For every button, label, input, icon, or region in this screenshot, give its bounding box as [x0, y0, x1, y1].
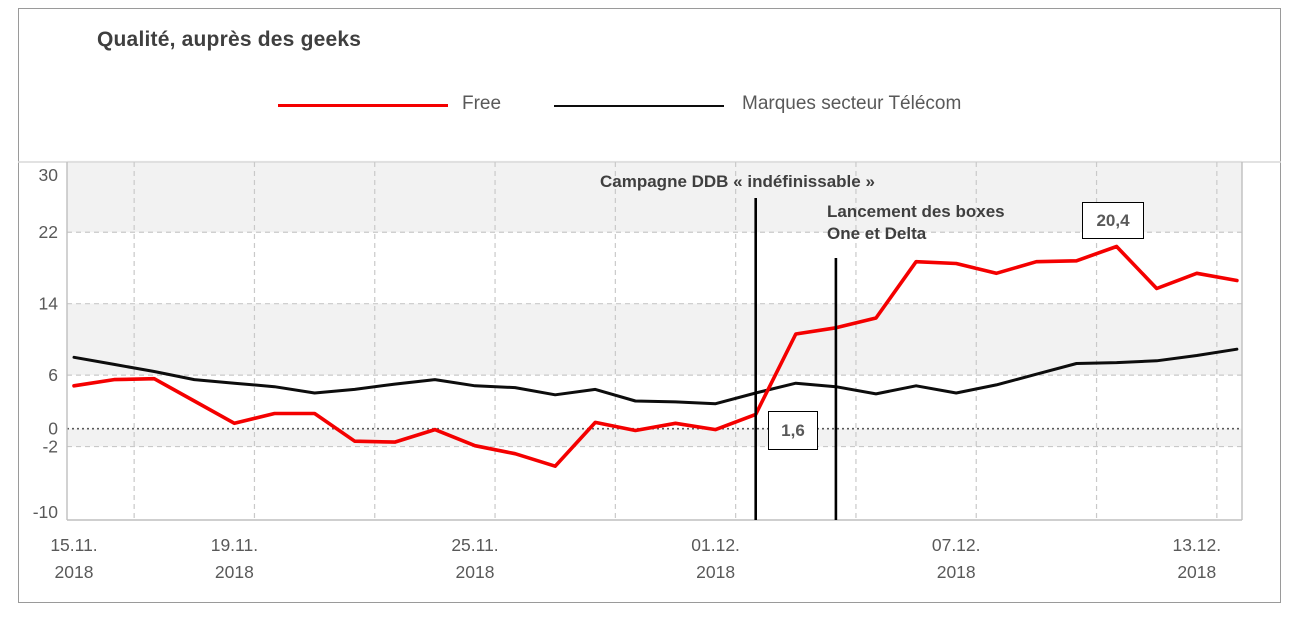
y-tick-label: -2 — [42, 437, 58, 457]
plot-band — [67, 428, 1242, 447]
series-line-telecom — [72, 347, 1239, 406]
y-tick-label: 0 — [48, 419, 58, 439]
x-tick-label-date: 07.12. — [932, 535, 981, 555]
x-tick-label-year: 2018 — [215, 562, 254, 582]
annotation-lancement-line1: Lancement des boxes — [827, 202, 1005, 221]
legend-free-line-swatch — [278, 104, 448, 107]
annotation-lancement-boxes: Lancement des boxes One et Delta — [827, 201, 1005, 245]
x-tick-label-year: 2018 — [937, 562, 976, 582]
annotation-lancement-line2: One et Delta — [827, 224, 927, 243]
y-tick-label: 22 — [39, 222, 58, 242]
x-tick-label-date: 15.11. — [50, 535, 97, 555]
y-tick-label: 6 — [48, 365, 58, 385]
data-label-box-20-4: 20,4 — [1082, 202, 1144, 239]
y-tick-label: 14 — [39, 294, 59, 314]
x-tick-label-year: 2018 — [1177, 562, 1216, 582]
data-label-box-1-6: 1,6 — [768, 411, 818, 450]
x-tick-label-year: 2018 — [456, 562, 495, 582]
x-tick-label-date: 25.11. — [451, 535, 498, 555]
x-tick-label-year: 2018 — [696, 562, 735, 582]
legend-telecom-line-swatch — [554, 105, 724, 107]
x-tick-label-date: 19.11. — [211, 535, 258, 555]
plot-band — [67, 160, 1242, 233]
legend-telecom-label: Marques secteur Télécom — [742, 93, 962, 114]
annotation-campagne-ddb: Campagne DDB « indéfinissable » — [600, 172, 875, 191]
plot-band — [67, 303, 1242, 376]
x-tick-label-date: 13.12. — [1172, 535, 1221, 555]
x-tick-label-date: 01.12. — [691, 535, 740, 555]
y-tick-label: -10 — [33, 502, 59, 522]
series-line-free — [72, 244, 1239, 469]
x-tick-label-year: 2018 — [55, 562, 94, 582]
legend-free-label: Free — [462, 93, 502, 114]
chart-title: Qualité, auprès des geeks — [97, 28, 362, 51]
chart-canvas: 30 22 14 6 0-2 -10 15.11. 2018 19.11. 2018 25.11. 2… — [18, 160, 1281, 582]
y-tick-label: 30 — [39, 165, 59, 185]
